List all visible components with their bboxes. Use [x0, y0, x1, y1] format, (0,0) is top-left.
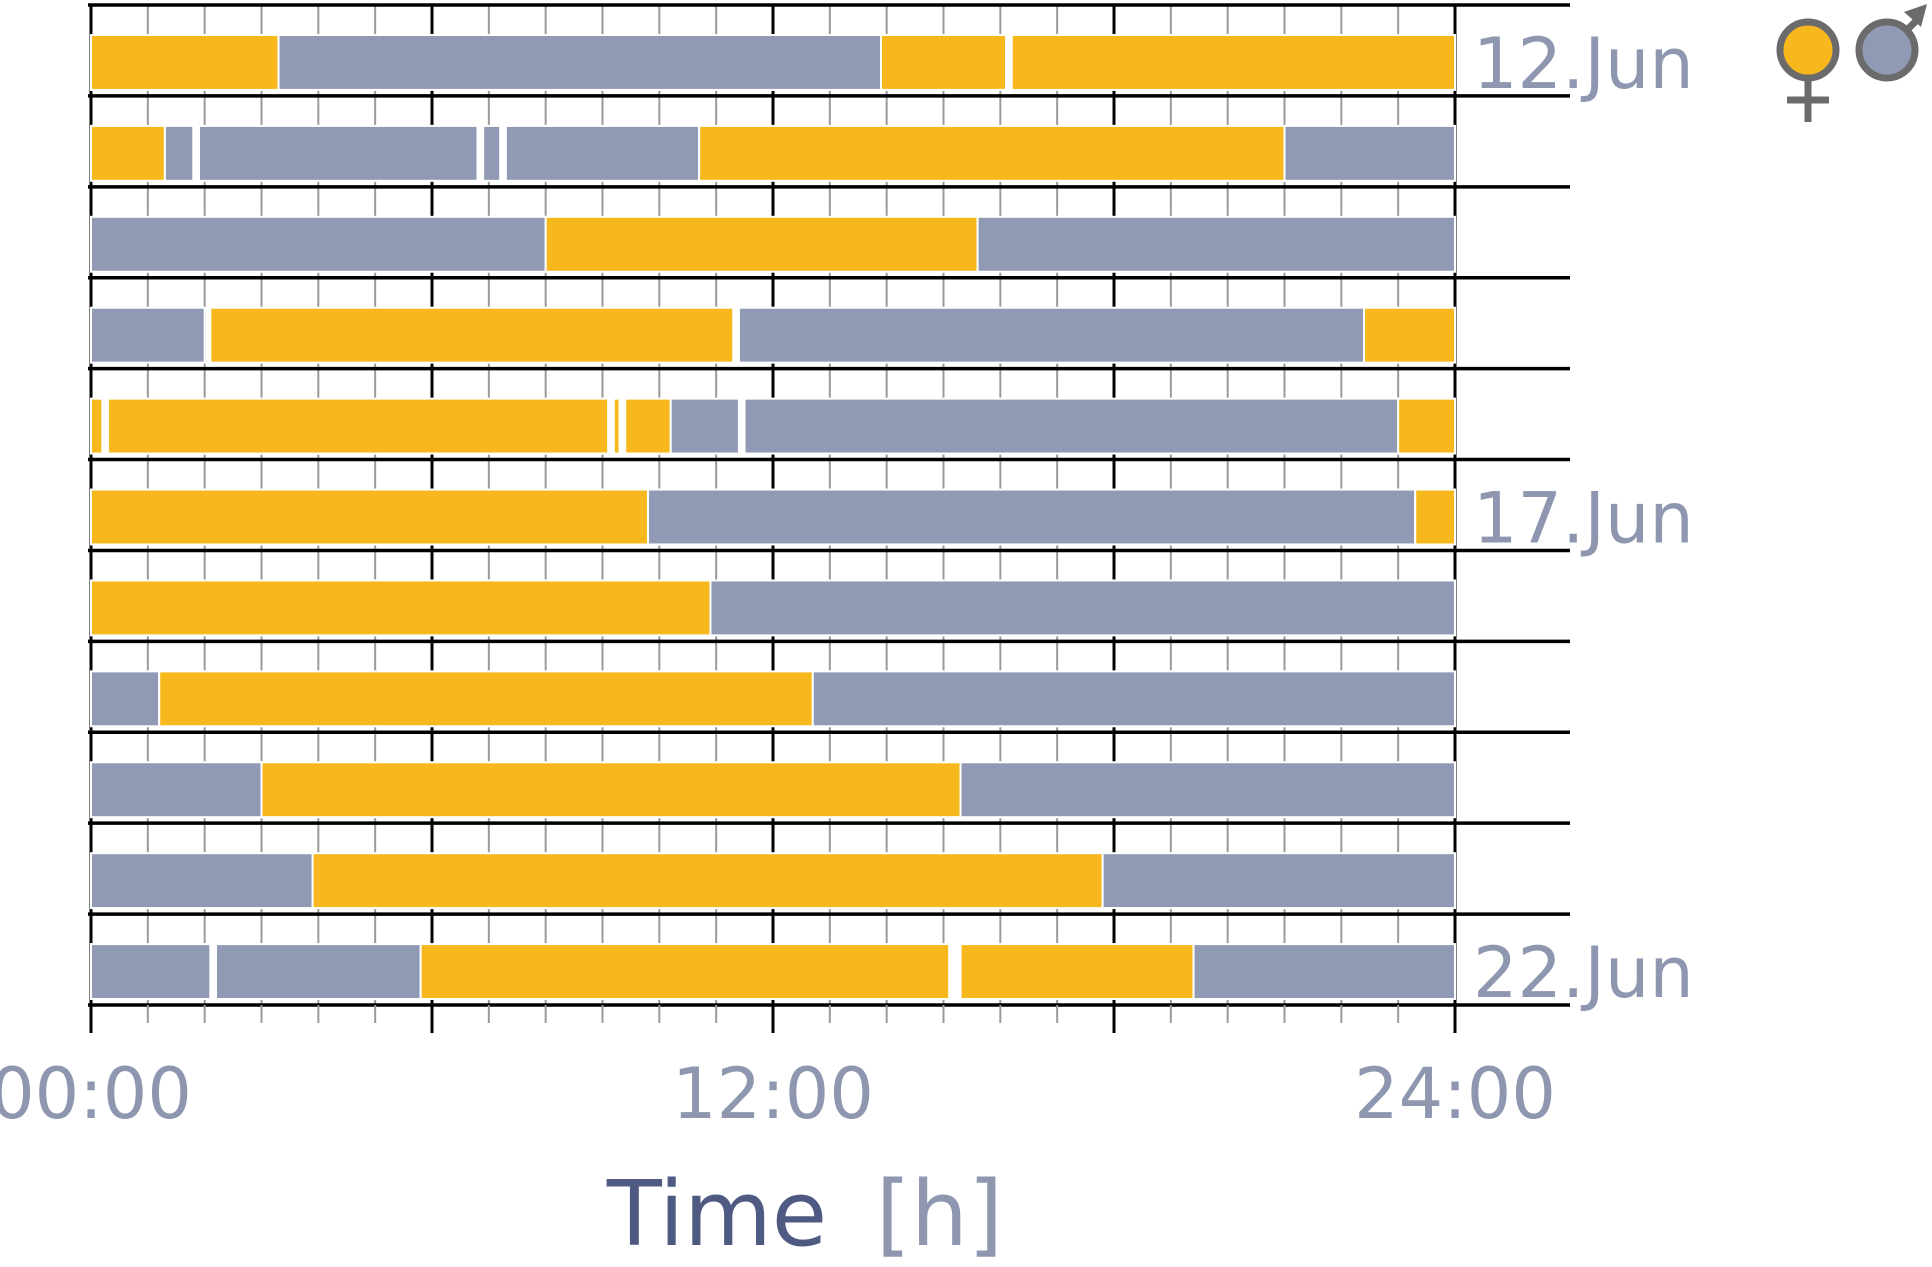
female-segment-bar [1010, 34, 1456, 91]
male-segment-bar [90, 215, 547, 273]
female-segment-bar [612, 397, 621, 455]
female-segment-bar [260, 761, 962, 819]
x-tick-label: 12:00 [672, 1053, 874, 1135]
male-segment-bar [90, 761, 263, 819]
male-segment-bar [90, 670, 161, 728]
male-segment-bar [482, 124, 502, 182]
male-segment-bar [90, 943, 212, 1000]
female-segment-bar [1414, 488, 1457, 546]
female-symbol-icon [1776, 18, 1840, 122]
female-segment-bar [311, 852, 1104, 910]
x-axis-ticks [89, 1005, 1457, 1033]
male-segment-bar [959, 761, 1456, 819]
male-segment-bar [1192, 943, 1456, 1000]
date-label: 12.Jun [1473, 23, 1694, 105]
female-segment-bar [90, 124, 166, 182]
date-labels: 12.Jun 17.Jun 22.Jun [1473, 23, 1694, 1014]
female-segment-bar [90, 488, 649, 546]
x-tick-label: 24:00 [1354, 1053, 1556, 1135]
male-symbol-icon [1855, 4, 1927, 82]
male-segment-bar [737, 306, 1366, 364]
female-segment-bar [209, 306, 735, 364]
female-segment-bar [544, 215, 979, 273]
female-segment-bar [1363, 306, 1456, 364]
x-axis-title: Time [h] [606, 1162, 1003, 1267]
male-segment-bar [504, 124, 701, 182]
female-segment-bar [959, 943, 1195, 1000]
legend [1776, 4, 1927, 122]
date-label: 22.Jun [1473, 932, 1694, 1014]
female-segment-bar [879, 34, 1008, 91]
male-segment-bar [646, 488, 1417, 546]
schedule-bars [90, 34, 1457, 1000]
female-segment-bar [90, 579, 712, 637]
female-segment-bar [90, 34, 280, 91]
x-axis-label: Time [606, 1162, 827, 1267]
male-segment-bar [811, 670, 1456, 728]
date-label: 17.Jun [1473, 477, 1694, 559]
male-segment-bar [1101, 852, 1456, 910]
female-segment-bar [107, 397, 610, 455]
female-segment-bar [90, 397, 104, 455]
male-segment-bar [709, 579, 1456, 637]
male-segment-bar [215, 943, 422, 1000]
male-segment-bar [976, 215, 1456, 273]
male-segment-bar [1283, 124, 1456, 182]
male-segment-bar [90, 306, 206, 364]
male-segment-bar [90, 852, 314, 910]
x-axis-unit: [h] [876, 1162, 1003, 1267]
female-segment-bar [419, 943, 951, 1000]
female-segment-bar [624, 397, 672, 455]
x-tick-label: 00:00 [0, 1053, 192, 1135]
female-segment-bar [698, 124, 1286, 182]
male-segment-bar [277, 34, 882, 91]
male-segment-bar [669, 397, 740, 455]
male-segment-bar [743, 397, 1400, 455]
male-segment-bar [197, 124, 479, 182]
x-tick-labels: 00:00 12:00 24:00 [0, 1053, 1556, 1135]
female-segment-bar [1397, 397, 1456, 455]
female-segment-bar [158, 670, 814, 728]
male-segment-bar [163, 124, 195, 182]
